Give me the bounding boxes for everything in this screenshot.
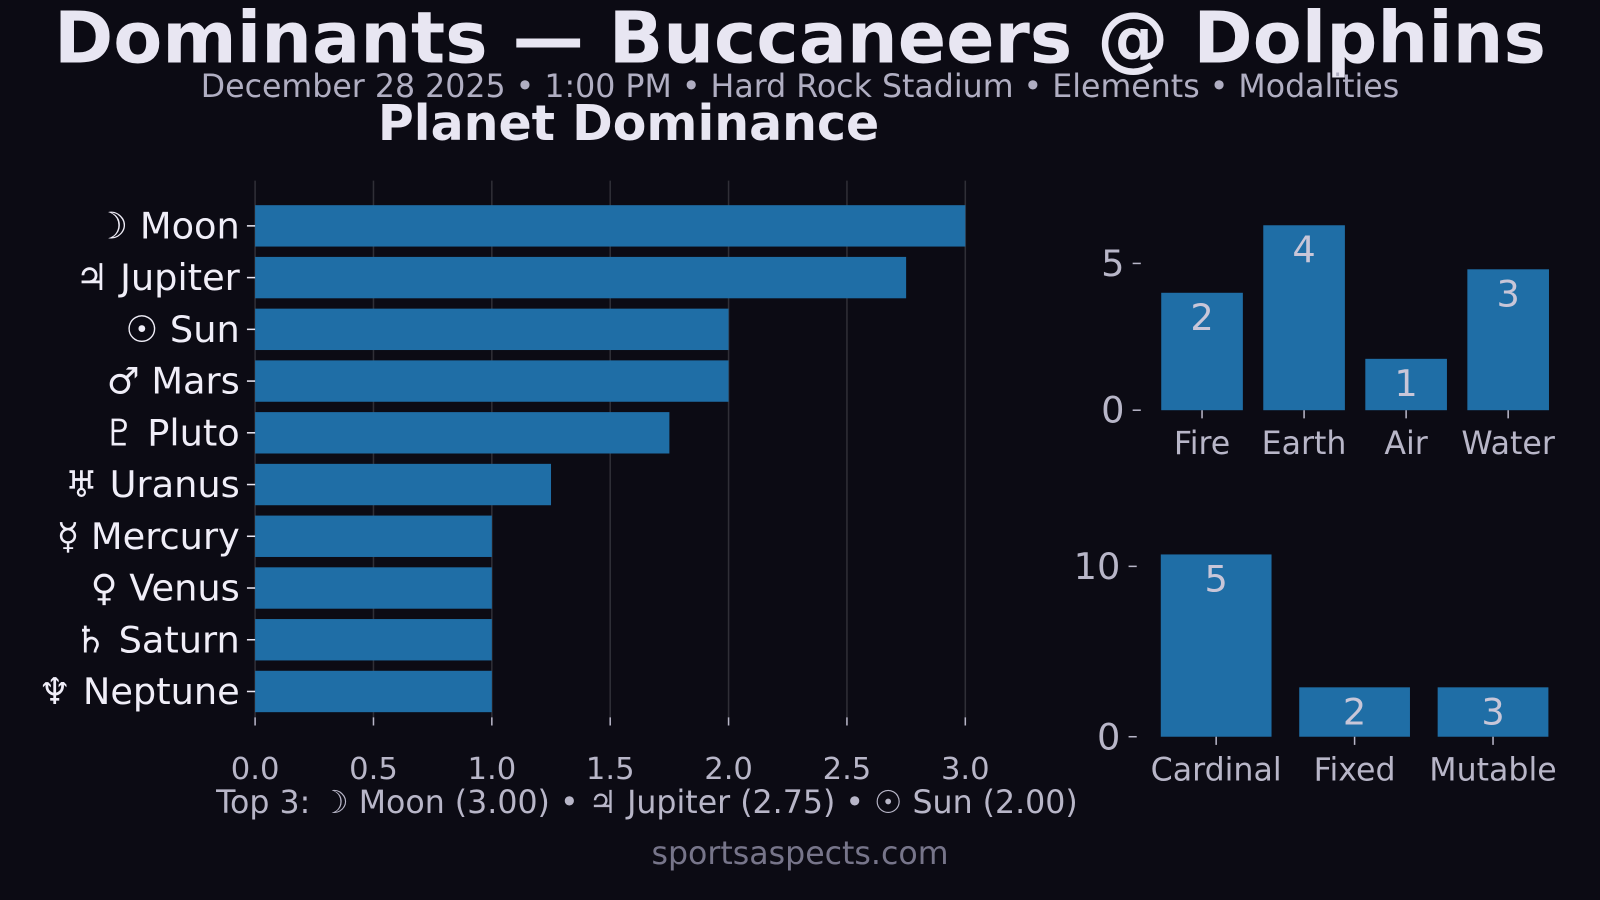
x-tick-label: 0.5 [349, 752, 398, 787]
y-tick-label: ☉ Sun [125, 308, 239, 351]
y-tick-label: ♆ Neptune [38, 670, 240, 713]
x-tick-label: 2.5 [823, 752, 872, 787]
x-tick-label: Mutable [1429, 752, 1556, 788]
count-label: 5 [1204, 557, 1227, 600]
page-title: Dominants — Buccaneers @ Dolphins [54, 0, 1546, 79]
y-tick-label: ♄ Saturn [74, 618, 240, 661]
y-tick-label: 5 [1101, 242, 1124, 285]
page-subtitle: December 28 2025 • 1:00 PM • Hard Rock S… [201, 69, 1399, 105]
count-label: 3 [1481, 690, 1504, 733]
x-tick-label: Air [1384, 426, 1427, 462]
y-tick-label: ☽ Moon [95, 204, 239, 247]
bar [255, 619, 492, 661]
bar [1299, 687, 1410, 737]
bar [1365, 358, 1447, 411]
bar [255, 670, 492, 713]
x-tick-label: 0.0 [231, 752, 280, 787]
x-tick-label: Fire [1174, 426, 1230, 462]
bar [255, 360, 729, 402]
bar [1160, 554, 1272, 737]
count-label: 4 [1292, 228, 1315, 271]
y-tick-label: ☿ Mercury [57, 515, 240, 558]
bar [255, 567, 492, 609]
count-label: 1 [1394, 362, 1417, 405]
y-tick-label: 0 [1097, 715, 1120, 758]
y-tick-label: ♃ Jupiter [75, 256, 240, 299]
bar [1437, 687, 1549, 737]
bar [255, 463, 552, 506]
y-tick-label: 10 [1074, 545, 1121, 588]
x-tick-label: Fixed [1314, 752, 1396, 788]
x-tick-label: 1.5 [586, 752, 635, 787]
x-tick-label: 3.0 [941, 752, 990, 787]
count-label: 2 [1343, 690, 1366, 733]
annotation: Top 3: ☽ Moon (3.00) • ♃ Jupiter (2.75) … [215, 785, 1078, 821]
bar [255, 205, 966, 247]
bar [255, 256, 907, 299]
bar [255, 412, 670, 454]
bar [255, 308, 729, 351]
y-tick-label: ♂ Mars [107, 360, 240, 403]
y-tick-label: 0 [1101, 389, 1124, 432]
x-tick-label: Water [1461, 426, 1555, 462]
footer: sportsaspects.com [651, 836, 948, 872]
bar [255, 515, 492, 557]
count-label: 2 [1190, 296, 1213, 339]
count-label: 3 [1496, 272, 1519, 315]
bar [1161, 292, 1243, 411]
y-tick-label: ♀ Venus [91, 567, 240, 610]
chart-title: Planet Dominance [378, 95, 879, 152]
x-tick-label: Cardinal [1151, 752, 1282, 788]
y-tick-label: ♅ Uranus [65, 463, 240, 506]
bar [1263, 225, 1345, 411]
bar [1467, 269, 1549, 411]
x-tick-label: 1.0 [467, 752, 516, 787]
y-tick-label: ♇ Pluto [103, 411, 240, 454]
x-tick-label: 2.0 [704, 752, 753, 787]
x-tick-label: Earth [1262, 426, 1347, 462]
